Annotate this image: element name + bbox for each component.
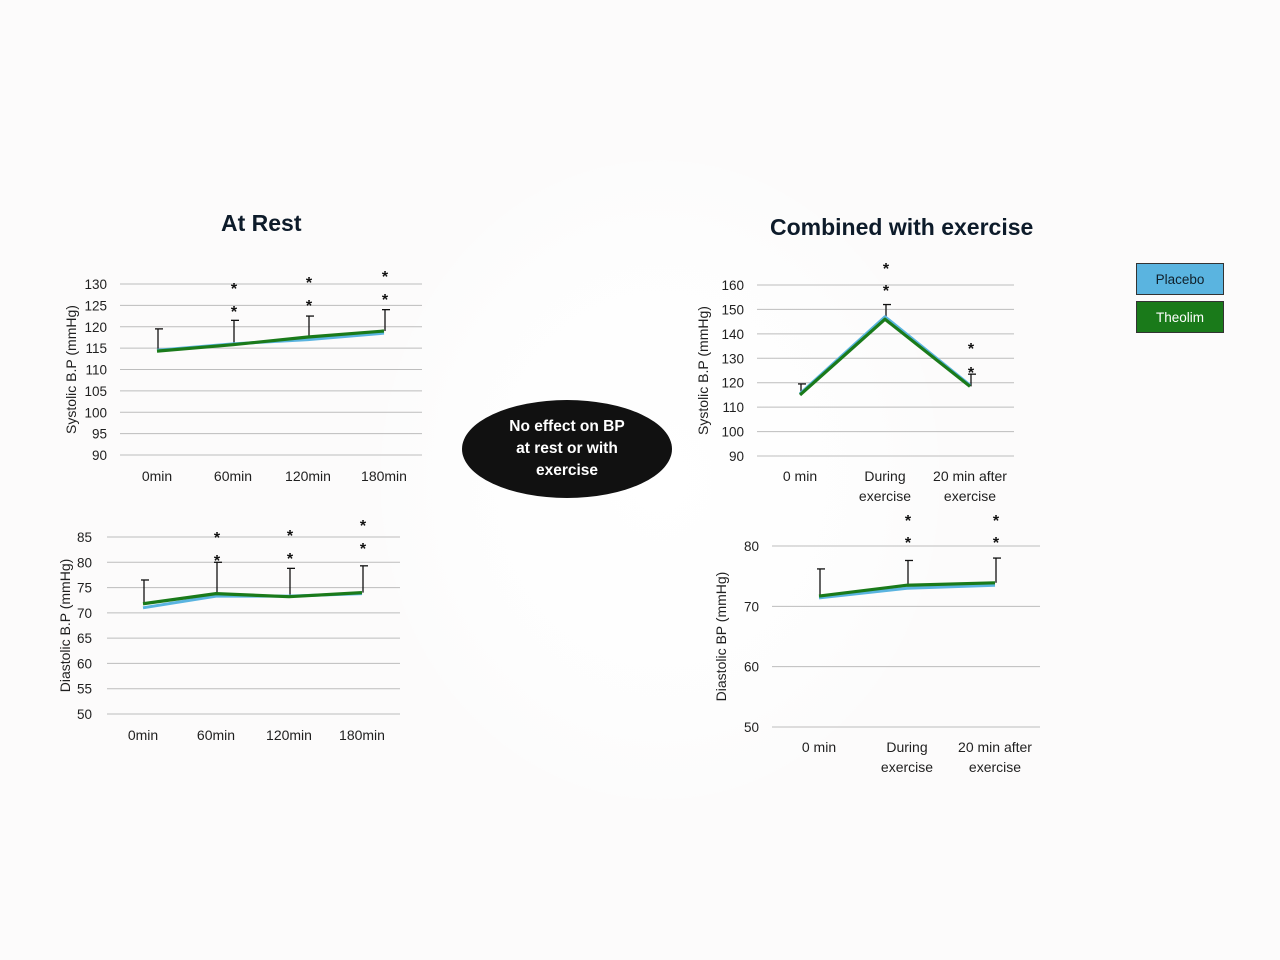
x-tick-label: 0min	[142, 468, 172, 484]
background-glow	[380, 160, 940, 800]
x-tick-label: exercise	[944, 488, 996, 504]
x-tick-label: 60min	[214, 468, 252, 484]
significance-star: *	[287, 528, 294, 545]
y-tick-label: 65	[77, 631, 92, 646]
legend-placebo: Placebo	[1136, 263, 1224, 295]
x-tick-label: 20 min after	[933, 468, 1007, 484]
significance-star: *	[287, 551, 294, 568]
y-tick-label: 130	[721, 351, 744, 366]
y-tick-label: 80	[744, 539, 759, 554]
x-tick-label: exercise	[859, 488, 911, 504]
y-tick-label: 100	[721, 425, 744, 440]
y-tick-label: 70	[77, 606, 92, 621]
x-tick-label: During	[886, 739, 927, 755]
y-tick-label: 115	[85, 341, 107, 356]
significance-star: *	[306, 275, 313, 292]
y-tick-label: 70	[744, 599, 759, 614]
y-tick-label: 105	[84, 384, 107, 399]
significance-star: *	[214, 553, 221, 570]
significance-star: *	[382, 269, 389, 286]
x-tick-label: 180min	[361, 468, 407, 484]
significance-star: *	[883, 283, 890, 300]
y-tick-label: 50	[77, 707, 92, 722]
y-tick-label: 60	[77, 656, 92, 671]
significance-star: *	[306, 298, 313, 315]
y-tick-label: 55	[77, 682, 92, 697]
significance-star: *	[231, 281, 238, 298]
significance-star: *	[993, 513, 1000, 530]
y-tick-label: 140	[721, 327, 744, 342]
placebo-series-line	[798, 315, 971, 395]
x-tick-label: 60min	[197, 727, 235, 743]
x-tick-label: exercise	[969, 759, 1021, 775]
y-tick-label: 90	[729, 449, 744, 464]
theolim-series-line	[156, 329, 385, 353]
y-tick-label: 150	[721, 302, 744, 317]
x-tick-label: 180min	[339, 727, 385, 743]
y-tick-label: 110	[85, 363, 107, 378]
legend-theolim-label: Theolim	[1155, 309, 1204, 325]
y-tick-label: 60	[744, 660, 759, 675]
y-axis-label: Systolic B.P (mmHg)	[695, 306, 711, 435]
placebo-series-line	[818, 583, 996, 600]
y-tick-label: 80	[77, 555, 92, 570]
y-tick-label: 85	[77, 530, 92, 545]
x-tick-label: During	[864, 468, 905, 484]
y-tick-label: 125	[84, 298, 107, 313]
theolim-series-line	[818, 581, 996, 598]
legend-theolim: Theolim	[1136, 301, 1224, 333]
x-tick-label: 120min	[285, 468, 331, 484]
y-tick-label: 110	[722, 400, 744, 415]
summary-bubble-text: No effect on BP at rest or with exercise	[509, 418, 625, 479]
y-tick-label: 50	[744, 720, 759, 735]
significance-star: *	[883, 261, 890, 278]
y-tick-label: 130	[84, 277, 107, 292]
x-tick-label: 0 min	[783, 468, 817, 484]
y-tick-label: 160	[721, 278, 744, 293]
y-tick-label: 75	[77, 581, 92, 596]
significance-star: *	[231, 304, 238, 321]
y-tick-label: 100	[84, 405, 107, 420]
significance-star: *	[905, 535, 912, 552]
x-tick-label: 120min	[266, 727, 312, 743]
significance-star: *	[360, 541, 367, 558]
legend-placebo-label: Placebo	[1155, 271, 1205, 287]
significance-star: *	[968, 341, 975, 358]
significance-star: *	[382, 292, 389, 309]
x-tick-label: 0min	[128, 727, 158, 743]
rest-panel-title: At Rest	[221, 210, 302, 236]
theolim-series-line	[142, 591, 363, 606]
significance-star: *	[993, 535, 1000, 552]
y-tick-label: 120	[84, 320, 107, 335]
significance-star: *	[905, 513, 912, 530]
x-tick-label: exercise	[881, 759, 933, 775]
y-tick-label: 120	[721, 376, 744, 391]
significance-star: *	[968, 365, 975, 382]
y-tick-label: 95	[92, 427, 107, 442]
y-axis-label: Diastolic BP (mmHg)	[713, 572, 729, 702]
y-tick-label: 90	[92, 448, 107, 463]
summary-bubble: No effect on BP at rest or with exercise	[462, 400, 672, 498]
theolim-series-line	[798, 317, 971, 397]
x-tick-label: 20 min after	[958, 739, 1032, 755]
x-tick-label: 0 min	[802, 739, 836, 755]
significance-star: *	[360, 518, 367, 535]
significance-star: *	[214, 530, 221, 547]
exercise-panel-title: Combined with exercise	[770, 214, 1034, 240]
y-axis-label: Systolic B.P (mmHg)	[63, 305, 79, 434]
y-axis-label: Diastolic B.P (mmHg)	[57, 559, 73, 693]
